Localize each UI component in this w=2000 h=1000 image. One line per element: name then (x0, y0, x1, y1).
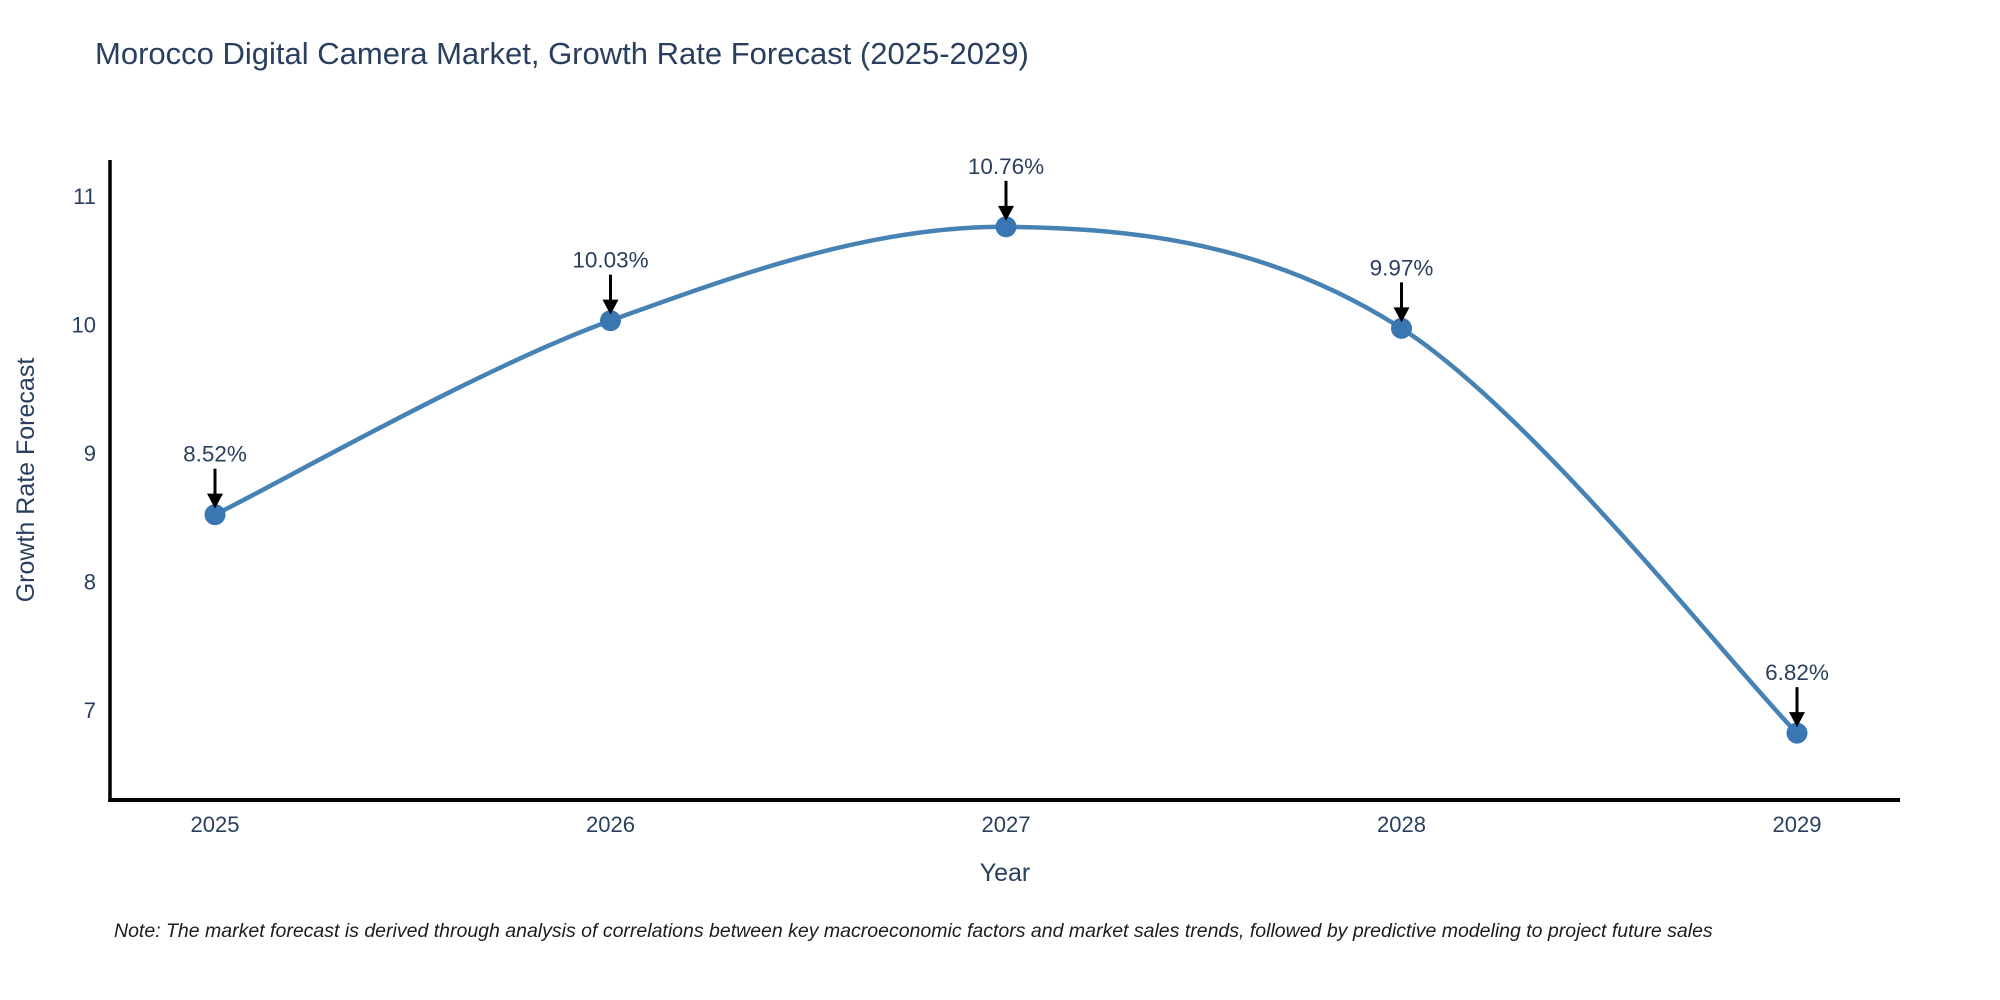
x-tick-label: 2028 (1377, 812, 1426, 837)
data-point-marker (995, 216, 1017, 238)
y-tick-label: 7 (84, 698, 96, 723)
annotation-arrowhead (998, 205, 1014, 221)
footnote: Note: The market forecast is derived thr… (114, 920, 1713, 942)
y-tick-label: 11 (73, 184, 96, 209)
data-point-marker (1391, 317, 1412, 339)
x-tick-label: 2029 (1773, 812, 1822, 837)
annotation-label: 10.03% (572, 248, 648, 273)
annotation-label: 9.97% (1370, 255, 1434, 280)
annotation-label: 8.52% (183, 442, 247, 467)
annotation-label: 10.76% (968, 154, 1044, 179)
y-tick-label: 8 (84, 570, 96, 595)
y-tick-label: 10 (72, 313, 96, 338)
y-tick-label: 9 (84, 441, 96, 466)
annotation-arrowhead (1393, 307, 1410, 323)
forecast-line (212, 224, 1800, 736)
data-point-marker (1786, 722, 1808, 744)
annotation-arrowhead (602, 299, 619, 315)
annotation-arrowhead (1789, 712, 1805, 728)
x-tick-label: 2027 (982, 812, 1031, 837)
annotation-label: 6.82% (1765, 660, 1829, 685)
annotation-arrowhead (207, 493, 223, 509)
x-tick-label: 2026 (586, 812, 635, 837)
x-tick-label: 2025 (191, 812, 240, 837)
y-axis-title: Growth Rate Forecast (12, 358, 40, 603)
data-point-marker (204, 504, 226, 526)
x-axis-title: Year (980, 859, 1031, 887)
data-point-marker (600, 310, 621, 332)
chart-title: Morocco Digital Camera Market, Growth Ra… (95, 36, 1029, 71)
